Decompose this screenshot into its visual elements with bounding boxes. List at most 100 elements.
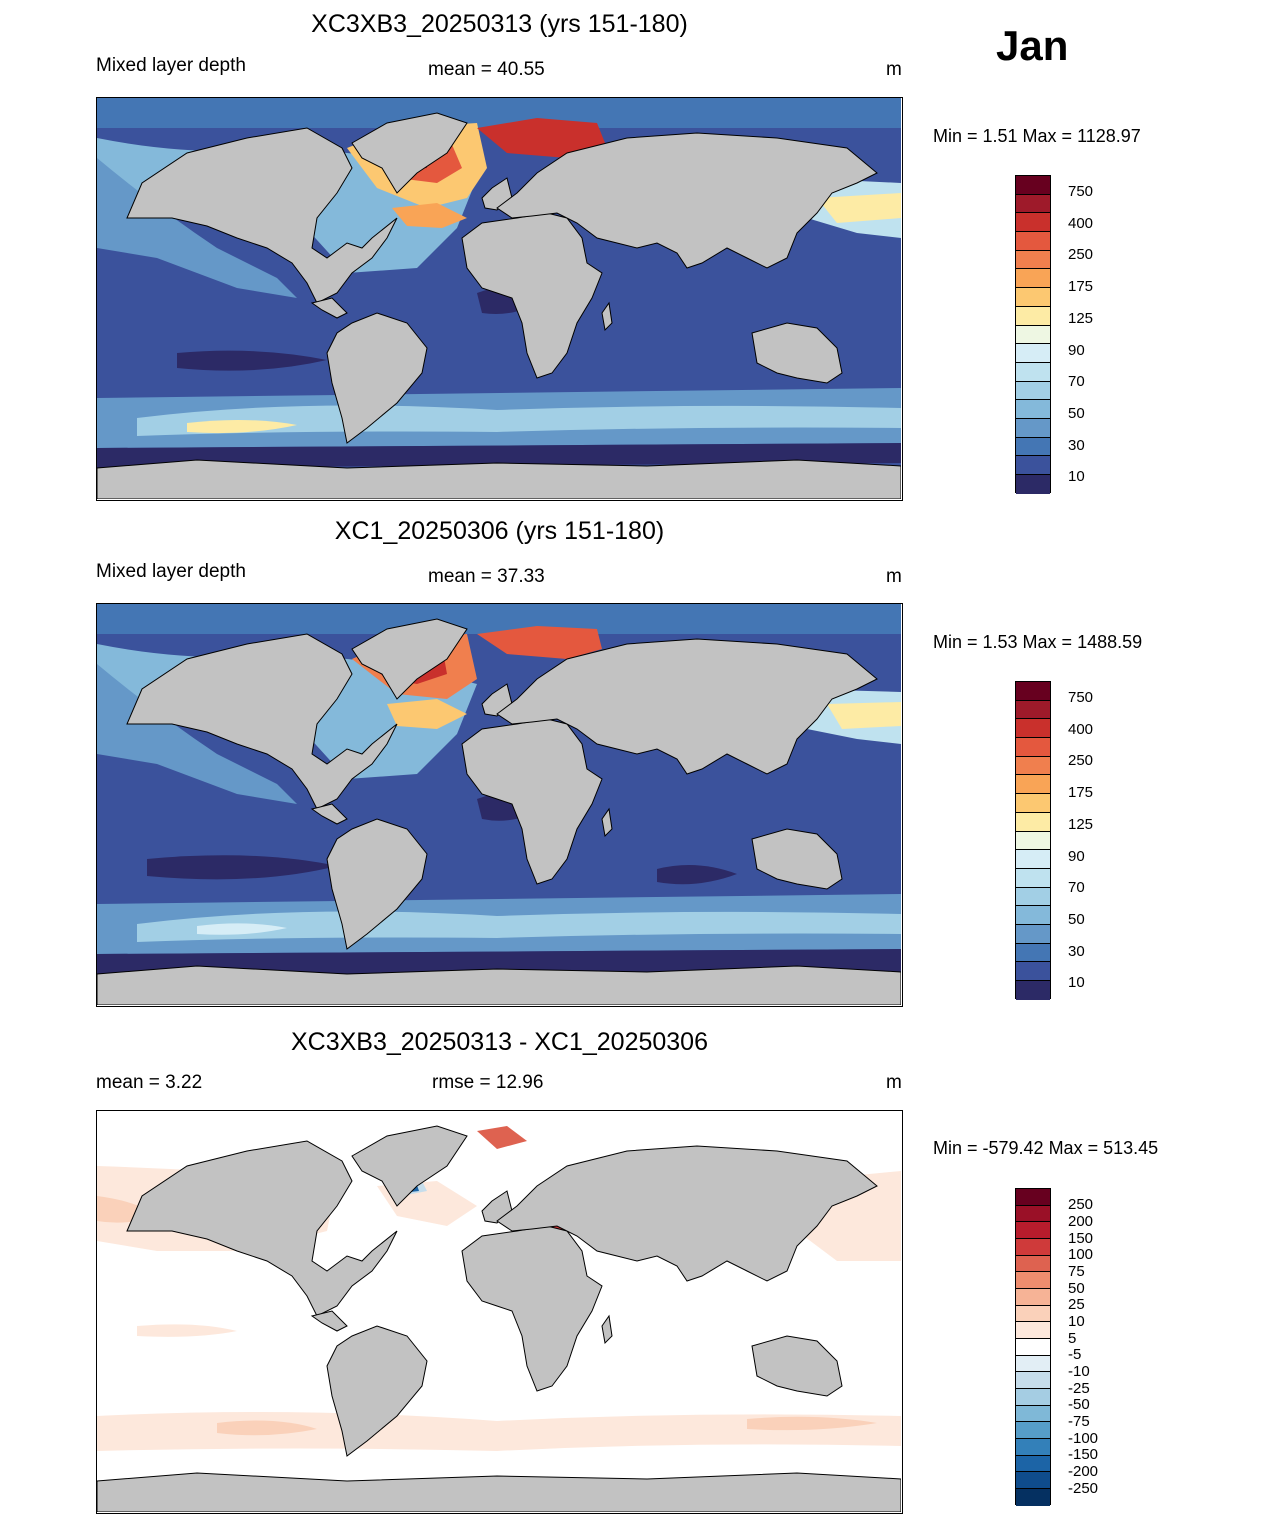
colorbar-label: 150: [1068, 1230, 1094, 1247]
colorbar-label: -50: [1068, 1396, 1090, 1413]
colorbar-swatch: [1016, 1305, 1050, 1323]
colorbar-swatch: [1016, 1322, 1050, 1340]
colorbar-label: 30: [1068, 943, 1085, 960]
colorbar-swatch: [1016, 794, 1050, 813]
panel-3-colorbar: [1015, 1188, 1051, 1506]
colorbar-swatch: [1016, 868, 1050, 888]
colorbar-label: 10: [1068, 974, 1085, 991]
colorbar-swatch: [1016, 924, 1050, 944]
colorbar-swatch: [1016, 943, 1050, 963]
panel-2-minmax: Min = 1.53 Max = 1488.59: [933, 632, 1143, 652]
colorbar-swatch: [1016, 1455, 1050, 1473]
colorbar-label: 750: [1068, 689, 1094, 706]
panel-2-mean: mean = 37.33: [428, 566, 545, 587]
colorbar-label: 175: [1068, 784, 1094, 801]
colorbar-label: 400: [1068, 721, 1094, 738]
colorbar-swatch: [1016, 232, 1050, 251]
colorbar-swatch: [1016, 1355, 1050, 1373]
colorbar-swatch: [1016, 176, 1050, 195]
colorbar-swatch: [1016, 418, 1050, 438]
panel-3-mean: mean = 3.22: [96, 1072, 203, 1093]
colorbar-label: -150: [1068, 1446, 1099, 1463]
colorbar-swatch: [1016, 1472, 1050, 1490]
colorbar-swatch: [1016, 1372, 1050, 1390]
colorbar-swatch: [1016, 1489, 1050, 1506]
colorbar-label: 25: [1068, 1296, 1085, 1313]
panel-2-title: XC1_20250306 (yrs 151-180): [334, 517, 665, 545]
colorbar-swatch: [1016, 400, 1050, 419]
panel-2-colorbar: [1015, 681, 1051, 1000]
colorbar-label: -25: [1068, 1380, 1090, 1397]
colorbar-label: 75: [1068, 1263, 1085, 1280]
colorbar-label: 10: [1068, 1313, 1085, 1330]
colorbar-swatch: [1016, 756, 1050, 776]
colorbar-label: -75: [1068, 1413, 1090, 1430]
colorbar-swatch: [1016, 1222, 1050, 1240]
colorbar-swatch: [1016, 475, 1050, 494]
colorbar-swatch: [1016, 1339, 1050, 1356]
colorbar-swatch: [1016, 1389, 1050, 1406]
panel-3-title: XC3XB3_20250313 - XC1_20250306: [290, 1028, 708, 1056]
panel-1-colorbar: [1015, 175, 1051, 494]
colorbar-label: 250: [1068, 1196, 1094, 1213]
colorbar-swatch: [1016, 812, 1050, 832]
colorbar-swatch: [1016, 1205, 1050, 1223]
colorbar-label: 400: [1068, 215, 1094, 232]
colorbar-swatch: [1016, 906, 1050, 925]
colorbar-label: 175: [1068, 278, 1094, 295]
colorbar-swatch: [1016, 850, 1050, 869]
colorbar-swatch: [1016, 456, 1050, 475]
colorbar-swatch: [1016, 269, 1050, 289]
colorbar-label: -100: [1068, 1430, 1099, 1447]
colorbar-label: 70: [1068, 879, 1085, 896]
colorbar-swatch: [1016, 1405, 1050, 1423]
panel-1-title: XC3XB3_20250313 (yrs 151-180): [311, 10, 688, 38]
colorbar-label: 90: [1068, 342, 1085, 359]
panel-1-map: [96, 97, 903, 501]
colorbar-swatch: [1016, 437, 1050, 457]
colorbar-swatch: [1016, 1289, 1050, 1306]
colorbar-label: 50: [1068, 911, 1085, 928]
colorbar-swatch: [1016, 719, 1050, 739]
colorbar-swatch: [1016, 1255, 1050, 1273]
colorbar-swatch: [1016, 306, 1050, 326]
colorbar-swatch: [1016, 1439, 1050, 1456]
colorbar-label: 750: [1068, 183, 1094, 200]
colorbar-label: 125: [1068, 816, 1094, 833]
colorbar-label: 100: [1068, 1246, 1094, 1263]
colorbar-swatch: [1016, 250, 1050, 270]
colorbar-swatch: [1016, 362, 1050, 382]
colorbar-swatch: [1016, 344, 1050, 363]
panel-3-minmax: Min = -579.42 Max = 513.45: [933, 1138, 1159, 1158]
colorbar-swatch: [1016, 325, 1050, 345]
panel-1-variable-label: Mixed layer depth: [96, 55, 246, 76]
colorbar-label: 10: [1068, 468, 1085, 485]
colorbar-swatch: [1016, 1272, 1050, 1290]
colorbar-swatch: [1016, 962, 1050, 981]
panel-1-minmax: Min = 1.51 Max = 1128.97: [933, 126, 1141, 146]
colorbar-swatch: [1016, 738, 1050, 757]
colorbar-label: 250: [1068, 246, 1094, 263]
colorbar-label: 125: [1068, 310, 1094, 327]
colorbar-label: -200: [1068, 1463, 1099, 1480]
colorbar-swatch: [1016, 831, 1050, 851]
panel-3-map: [96, 1110, 903, 1514]
colorbar-swatch: [1016, 700, 1050, 720]
colorbar-swatch: [1016, 1189, 1050, 1206]
colorbar-swatch: [1016, 682, 1050, 701]
panel-1-mean: mean = 40.55: [428, 59, 545, 80]
colorbar-label: 50: [1068, 405, 1085, 422]
colorbar-label: 30: [1068, 437, 1085, 454]
panel-3-unit: m: [886, 1072, 902, 1093]
colorbar-label: 250: [1068, 752, 1094, 769]
colorbar-label: -250: [1068, 1480, 1099, 1497]
colorbar-label: 5: [1068, 1330, 1077, 1347]
colorbar-swatch: [1016, 887, 1050, 907]
colorbar-swatch: [1016, 1239, 1050, 1256]
colorbar-swatch: [1016, 1422, 1050, 1440]
colorbar-label: -10: [1068, 1363, 1090, 1380]
colorbar-swatch: [1016, 381, 1050, 401]
colorbar-label: 50: [1068, 1280, 1085, 1297]
colorbar-swatch: [1016, 288, 1050, 307]
month-label: Jan: [996, 22, 1069, 69]
